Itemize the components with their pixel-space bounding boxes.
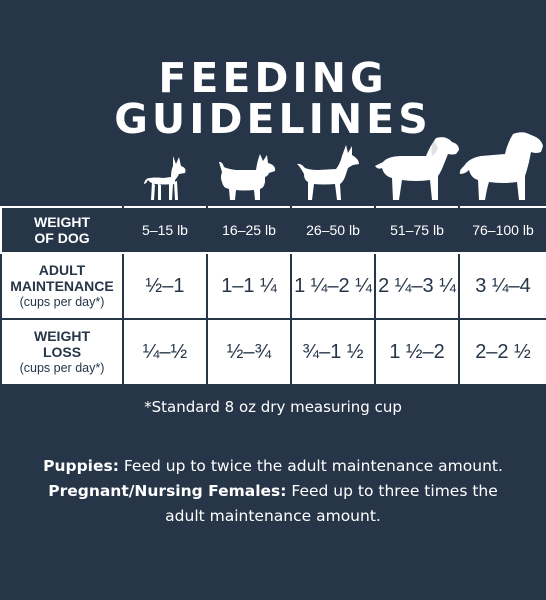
chihuahua-icon bbox=[144, 156, 186, 200]
table-row: ADULT MAINTENANCE (cups per day*) ½–1 1–… bbox=[0, 252, 546, 320]
pregnant-note: Pregnant/Nursing Females: Feed up to thr… bbox=[30, 479, 516, 529]
table-row: WEIGHT LOSS (cups per day*) ¼–½ ½–¾ ¾–1 … bbox=[0, 318, 546, 386]
pregnant-text: Feed up to three times the adult mainten… bbox=[165, 482, 498, 525]
weight-header: WEIGHT OF DOG bbox=[0, 206, 124, 254]
column-header: 51–75 lb bbox=[374, 206, 460, 254]
row-label-line2: MAINTENANCE bbox=[10, 278, 114, 294]
page-title: FEEDING GUIDELINES bbox=[114, 54, 432, 143]
table-cell: 2 ¼–3 ¼ bbox=[374, 252, 460, 320]
column-header: 16–25 lb bbox=[206, 206, 292, 254]
golden-retriever-icon bbox=[459, 132, 543, 200]
feeding-notes: Puppies: Feed up to twice the adult main… bbox=[30, 454, 516, 529]
labrador-icon bbox=[375, 137, 459, 200]
weight-header-line1: WEIGHT bbox=[34, 214, 90, 230]
column-header: 26–50 lb bbox=[290, 206, 376, 254]
doberman-icon bbox=[297, 145, 359, 200]
table-cell: 1 ½–2 bbox=[374, 318, 460, 386]
row-label-weight-loss: WEIGHT LOSS (cups per day*) bbox=[0, 318, 124, 386]
table-cell: ½–¾ bbox=[206, 318, 292, 386]
row-label-adult-maintenance: ADULT MAINTENANCE (cups per day*) bbox=[0, 252, 124, 320]
puppies-note: Puppies: Feed up to twice the adult main… bbox=[30, 454, 516, 479]
terrier-icon bbox=[219, 154, 276, 200]
puppies-label: Puppies: bbox=[43, 457, 119, 475]
column-header: 5–15 lb bbox=[122, 206, 208, 254]
table-cell: 1–1 ¼ bbox=[206, 252, 292, 320]
table-cell: 2–2 ½ bbox=[458, 318, 546, 386]
pregnant-label: Pregnant/Nursing Females: bbox=[48, 482, 287, 500]
column-header: 76–100 lb bbox=[458, 206, 546, 254]
measuring-cup-footnote: *Standard 8 oz dry measuring cup bbox=[144, 398, 402, 416]
row-label-sub: (cups per day*) bbox=[19, 295, 105, 309]
weight-header-line2: OF DOG bbox=[34, 230, 90, 246]
row-label-sub: (cups per day*) bbox=[19, 361, 105, 375]
table-cell: 3 ¼–4 bbox=[458, 252, 546, 320]
table-cell: ½–1 bbox=[122, 252, 208, 320]
puppies-text: Feed up to twice the adult maintenance a… bbox=[118, 457, 503, 475]
table-header-row: WEIGHT OF DOG 5–15 lb 16–25 lb 26–50 lb 5… bbox=[0, 206, 546, 254]
table-cell: 1 ¼–2 ¼ bbox=[290, 252, 376, 320]
row-label-line2: LOSS bbox=[42, 344, 82, 360]
row-label-line1: WEIGHT bbox=[34, 328, 90, 344]
row-label-line1: ADULT bbox=[38, 262, 86, 278]
table-cell: ¼–½ bbox=[122, 318, 208, 386]
table-cell: ¾–1 ½ bbox=[290, 318, 376, 386]
dog-icons-row bbox=[0, 130, 546, 202]
feeding-table: WEIGHT OF DOG 5–15 lb 16–25 lb 26–50 lb 5… bbox=[0, 206, 546, 386]
